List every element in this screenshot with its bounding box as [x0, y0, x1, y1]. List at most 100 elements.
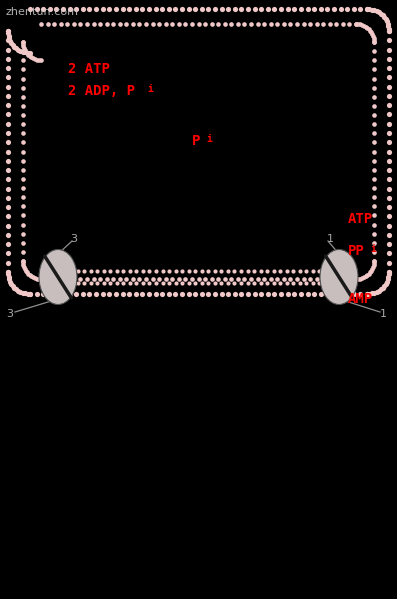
Point — [20, 65, 26, 74]
Point — [127, 266, 133, 276]
Point — [258, 289, 264, 299]
Point — [153, 266, 159, 276]
Point — [195, 274, 202, 284]
Point — [159, 266, 166, 276]
Point — [62, 266, 68, 276]
Point — [5, 91, 11, 101]
Point — [384, 277, 390, 286]
Point — [13, 43, 19, 53]
Point — [81, 278, 87, 288]
Point — [34, 55, 40, 64]
Point — [17, 287, 24, 297]
Point — [318, 4, 324, 14]
Point — [329, 266, 335, 276]
Point — [386, 24, 392, 34]
Point — [172, 289, 179, 299]
Point — [152, 4, 159, 14]
Point — [386, 249, 392, 258]
Point — [353, 19, 359, 29]
Point — [149, 274, 156, 284]
Point — [370, 260, 377, 270]
Point — [346, 19, 353, 29]
Point — [11, 42, 17, 52]
Point — [123, 274, 129, 284]
Point — [371, 83, 377, 92]
Point — [198, 289, 205, 299]
Point — [291, 289, 297, 299]
Point — [91, 274, 97, 284]
Point — [5, 156, 11, 165]
Point — [371, 138, 377, 147]
Point — [27, 4, 33, 14]
Point — [251, 289, 258, 299]
Point — [15, 286, 21, 295]
Point — [11, 283, 17, 292]
Point — [77, 274, 83, 284]
Point — [106, 4, 112, 14]
Point — [19, 288, 26, 298]
Point — [376, 8, 382, 17]
Point — [310, 278, 316, 288]
Point — [268, 19, 274, 29]
Point — [371, 147, 377, 156]
Point — [133, 266, 140, 276]
Point — [27, 270, 33, 280]
Point — [20, 119, 26, 129]
Point — [371, 37, 377, 47]
Point — [232, 289, 238, 299]
Point — [20, 74, 26, 83]
Point — [195, 19, 202, 29]
Point — [327, 19, 333, 29]
Point — [346, 274, 353, 284]
Point — [228, 274, 235, 284]
Point — [38, 274, 44, 284]
Point — [386, 267, 392, 277]
Point — [264, 278, 270, 288]
Point — [189, 274, 195, 284]
Point — [5, 249, 11, 258]
Point — [367, 267, 373, 277]
Point — [192, 266, 198, 276]
Point — [20, 110, 26, 120]
Point — [257, 266, 264, 276]
Point — [359, 273, 365, 283]
Point — [55, 278, 61, 288]
Point — [156, 19, 162, 29]
Point — [386, 45, 392, 55]
Text: 2 ADP, P: 2 ADP, P — [68, 84, 135, 98]
Point — [119, 289, 126, 299]
Point — [146, 266, 153, 276]
Point — [386, 63, 392, 73]
Point — [47, 4, 53, 14]
Point — [331, 4, 337, 14]
Point — [73, 4, 79, 14]
Point — [364, 289, 370, 299]
Point — [238, 289, 245, 299]
Point — [261, 19, 267, 29]
Point — [386, 110, 392, 119]
Point — [307, 274, 313, 284]
Point — [6, 272, 12, 282]
Point — [371, 201, 377, 211]
Point — [364, 4, 370, 14]
Point — [66, 4, 73, 14]
Point — [386, 35, 392, 45]
Point — [22, 289, 28, 298]
Point — [146, 4, 152, 14]
Point — [20, 138, 26, 147]
Point — [166, 4, 172, 14]
Point — [298, 4, 304, 14]
Point — [6, 31, 12, 41]
Point — [5, 26, 11, 36]
Point — [5, 101, 11, 110]
Point — [107, 278, 114, 288]
Point — [205, 289, 212, 299]
Point — [300, 274, 306, 284]
Point — [274, 274, 280, 284]
Point — [386, 230, 392, 240]
Text: 3: 3 — [71, 234, 77, 244]
Point — [360, 21, 367, 31]
Point — [371, 92, 377, 102]
Point — [179, 266, 185, 276]
Point — [380, 283, 386, 292]
